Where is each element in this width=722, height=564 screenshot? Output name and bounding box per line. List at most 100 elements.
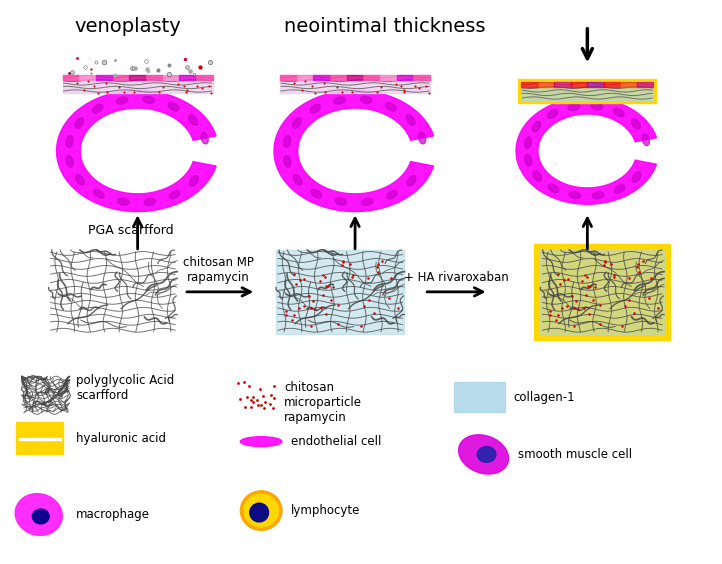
Bar <box>620 82 637 87</box>
Ellipse shape <box>66 156 74 167</box>
Text: macrophage: macrophage <box>77 508 150 521</box>
Ellipse shape <box>632 172 641 182</box>
Ellipse shape <box>407 176 416 186</box>
Ellipse shape <box>293 174 302 185</box>
Ellipse shape <box>284 156 291 167</box>
Ellipse shape <box>75 118 84 129</box>
Bar <box>396 75 414 80</box>
Bar <box>196 75 212 80</box>
Ellipse shape <box>406 115 415 125</box>
Polygon shape <box>274 90 434 212</box>
Polygon shape <box>516 98 656 204</box>
Ellipse shape <box>190 176 199 186</box>
Bar <box>16 422 64 455</box>
Bar <box>604 82 620 87</box>
Ellipse shape <box>631 119 640 129</box>
Ellipse shape <box>533 171 542 182</box>
Bar <box>313 75 330 80</box>
Ellipse shape <box>524 137 531 148</box>
Bar <box>540 250 664 334</box>
Bar <box>588 82 604 87</box>
Ellipse shape <box>548 184 559 193</box>
Text: chitosan MP
rapamycin: chitosan MP rapamycin <box>183 256 254 284</box>
Bar <box>571 82 588 87</box>
Text: PGA scarfford: PGA scarfford <box>88 224 174 237</box>
Ellipse shape <box>335 198 347 205</box>
Ellipse shape <box>613 108 624 117</box>
Ellipse shape <box>284 136 291 147</box>
Bar <box>538 82 554 87</box>
Ellipse shape <box>592 192 604 199</box>
Bar <box>297 75 313 80</box>
Text: venoplasty: venoplasty <box>74 17 181 36</box>
Bar <box>521 82 653 100</box>
Ellipse shape <box>387 190 398 199</box>
Ellipse shape <box>458 435 508 474</box>
Ellipse shape <box>419 133 426 144</box>
Ellipse shape <box>170 190 180 199</box>
Ellipse shape <box>66 136 73 147</box>
Ellipse shape <box>94 190 104 198</box>
Bar <box>347 75 363 80</box>
Ellipse shape <box>143 96 155 103</box>
Bar <box>521 82 538 87</box>
Bar <box>162 75 179 80</box>
Ellipse shape <box>240 491 282 530</box>
Text: collagen-1: collagen-1 <box>513 391 575 404</box>
Polygon shape <box>56 90 216 212</box>
Text: hyaluronic acid: hyaluronic acid <box>77 432 166 445</box>
Ellipse shape <box>244 494 279 527</box>
Bar <box>79 75 96 80</box>
Ellipse shape <box>188 115 198 125</box>
Bar <box>534 244 670 340</box>
Bar <box>63 75 79 80</box>
Ellipse shape <box>168 103 179 111</box>
Ellipse shape <box>362 199 373 205</box>
Ellipse shape <box>568 103 580 111</box>
Ellipse shape <box>201 133 208 144</box>
Ellipse shape <box>92 104 103 113</box>
Ellipse shape <box>32 509 49 524</box>
Bar <box>129 75 146 80</box>
Bar <box>179 75 196 80</box>
Bar <box>554 82 571 87</box>
Ellipse shape <box>250 503 269 522</box>
Ellipse shape <box>15 494 62 535</box>
Ellipse shape <box>642 134 650 146</box>
Text: chitosan
microparticle
rapamycin: chitosan microparticle rapamycin <box>284 381 362 424</box>
Ellipse shape <box>614 185 625 193</box>
Ellipse shape <box>477 447 496 462</box>
Bar <box>280 75 430 93</box>
Ellipse shape <box>311 190 321 198</box>
Bar <box>363 75 380 80</box>
Bar <box>380 75 396 80</box>
Bar <box>146 75 162 80</box>
Bar <box>113 75 129 80</box>
Ellipse shape <box>569 192 580 199</box>
Ellipse shape <box>525 154 532 166</box>
Bar <box>454 382 505 412</box>
Ellipse shape <box>360 96 372 103</box>
Bar <box>63 75 212 93</box>
Ellipse shape <box>116 97 128 104</box>
Ellipse shape <box>310 104 321 113</box>
Text: lymphocyte: lymphocyte <box>291 504 360 517</box>
Text: smooth muscle cell: smooth muscle cell <box>518 448 632 461</box>
Ellipse shape <box>144 199 156 205</box>
Bar <box>330 75 347 80</box>
Ellipse shape <box>76 174 84 185</box>
Text: + HA rivaroxaban: + HA rivaroxaban <box>404 271 508 284</box>
Text: neointimal thickness: neointimal thickness <box>284 17 485 36</box>
Ellipse shape <box>334 97 345 104</box>
Ellipse shape <box>591 103 603 110</box>
Bar <box>637 82 653 87</box>
Bar <box>518 79 656 103</box>
Bar <box>414 75 430 80</box>
Text: endothelial cell: endothelial cell <box>291 435 381 448</box>
Bar <box>276 250 404 334</box>
Ellipse shape <box>547 109 558 118</box>
Bar <box>96 75 113 80</box>
Ellipse shape <box>292 118 301 129</box>
Ellipse shape <box>118 198 129 205</box>
Ellipse shape <box>386 103 396 111</box>
